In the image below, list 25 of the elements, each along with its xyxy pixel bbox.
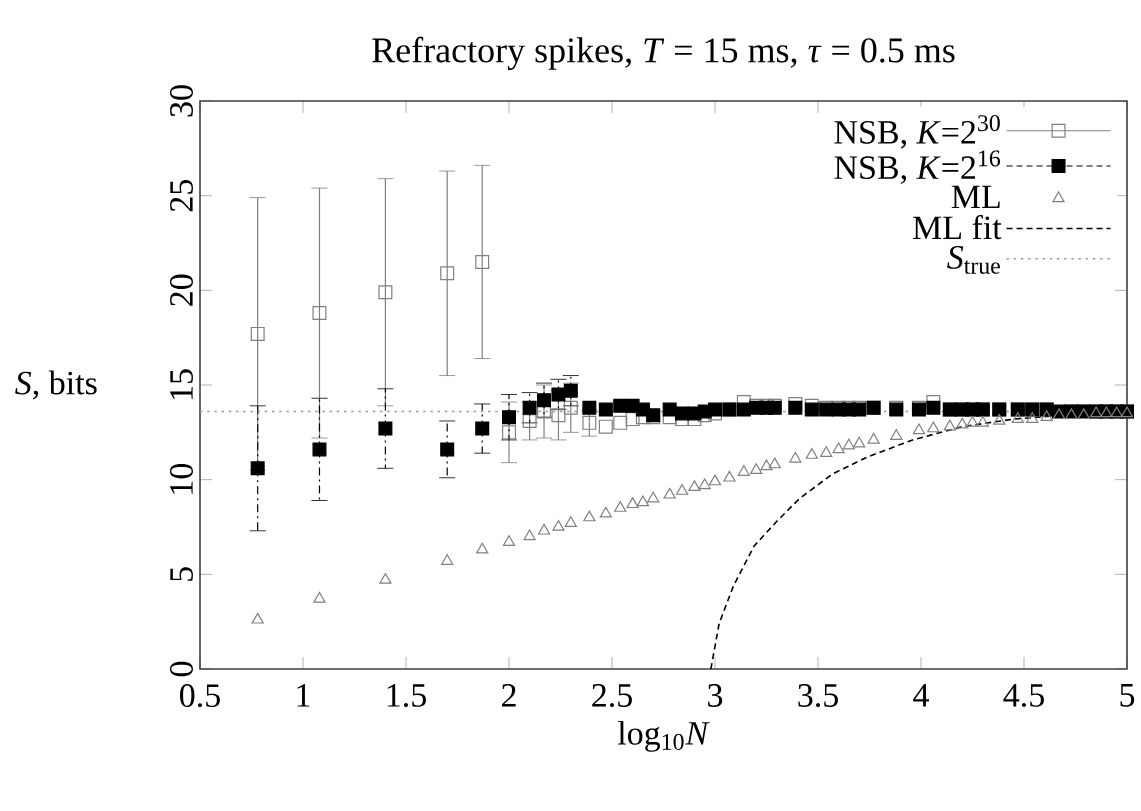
legend-label: NSB, K=2$^{30}$ [834,115,1000,149]
x-tick-label: 4.5 [1003,684,1044,707]
x-tick-label: 4 [913,684,929,707]
y-tick-label: 15 [170,369,193,400]
x-axis-title: log$_{10}$N [617,720,710,752]
x-tick-label: 3 [708,684,723,707]
chart-title: Refractory spikes, T = 15 ms, τ = 0.5 ms [372,36,955,70]
x-tick-label: 2.5 [592,684,632,708]
y-tick-label: 30 [169,85,193,117]
legend-label: ML [951,185,1000,209]
y-tick-label: 10 [169,463,193,494]
y-tick-label: 20 [169,274,193,306]
y-tick-label: 5 [170,567,193,581]
y-tick-label: 25 [170,179,193,212]
x-tick-label: 2 [502,684,516,707]
x-tick-label: 5 [1120,684,1135,707]
x-tick-label: 1 [297,684,310,707]
legend-label: NSB, K=2$^{16}$ [834,150,1001,184]
y-axis-title: S, bits [15,370,97,400]
y-tick-label: 0 [169,661,193,677]
legend-label: S$_{true}$ [947,245,1000,274]
x-tick-label: 1.5 [387,684,426,707]
x-tick-label: 0.5 [180,684,220,708]
legend-label: ML fit [912,215,1002,240]
x-tick-label: 3.5 [798,684,838,708]
